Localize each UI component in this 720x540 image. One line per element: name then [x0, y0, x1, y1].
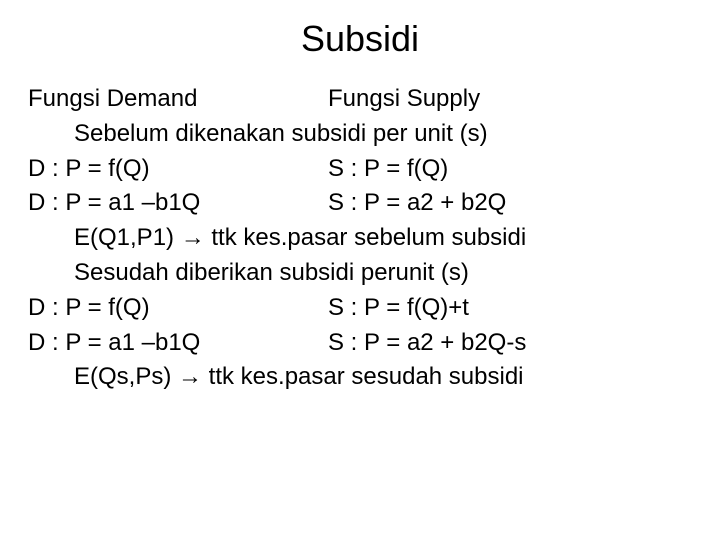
row-eq3: D : P = f(Q) S : P = f(Q)+t — [28, 291, 692, 326]
row-before-note: Sebelum dikenakan subsidi per unit (s) — [28, 117, 692, 152]
demand-linear-1: D : P = a1 –b1Q — [28, 186, 328, 221]
row-equilibrium-after: E(Qs,Ps) → ttk kes.pasar sesudah subsidi — [28, 360, 692, 395]
row-headers: Fungsi Demand Fungsi Supply — [28, 82, 692, 117]
demand-fq-1: D : P = f(Q) — [28, 152, 328, 187]
row-equilibrium-before: E(Q1,P1) → ttk kes.pasar sebelum subsidi — [28, 221, 692, 256]
slide-title: Subsidi — [28, 18, 692, 60]
supply-linear-2: S : P = a2 + b2Q-s — [328, 326, 692, 361]
row-eq1: D : P = f(Q) S : P = f(Q) — [28, 152, 692, 187]
header-demand: Fungsi Demand — [28, 82, 328, 117]
supply-linear-1: S : P = a2 + b2Q — [328, 186, 692, 221]
slide-body: Fungsi Demand Fungsi Supply Sebelum dike… — [28, 82, 692, 395]
demand-fq-2: D : P = f(Q) — [28, 291, 328, 326]
header-supply: Fungsi Supply — [328, 82, 692, 117]
row-after-note: Sesudah diberikan subsidi perunit (s) — [28, 256, 692, 291]
row-eq4: D : P = a1 –b1Q S : P = a2 + b2Q-s — [28, 326, 692, 361]
demand-linear-2: D : P = a1 –b1Q — [28, 326, 328, 361]
slide: Subsidi Fungsi Demand Fungsi Supply Sebe… — [0, 0, 720, 540]
supply-fq-2: S : P = f(Q)+t — [328, 291, 692, 326]
row-eq2: D : P = a1 –b1Q S : P = a2 + b2Q — [28, 186, 692, 221]
supply-fq-1: S : P = f(Q) — [328, 152, 692, 187]
